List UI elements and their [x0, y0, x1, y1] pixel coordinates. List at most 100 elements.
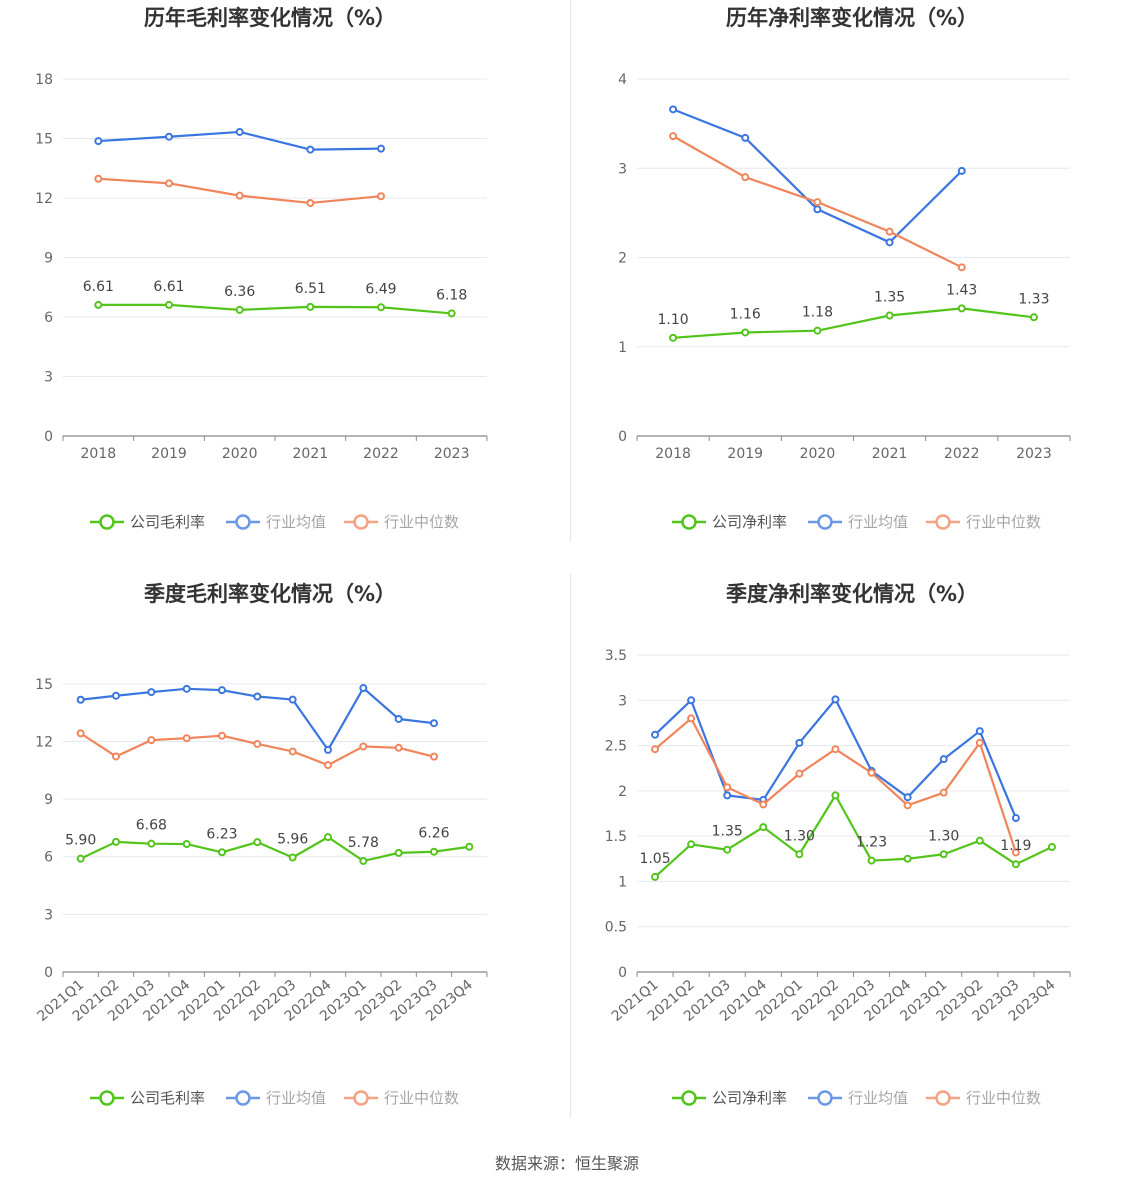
- data-point-company[interactable]: [235, 305, 244, 314]
- data-point-company[interactable]: [253, 838, 262, 847]
- data-point-company[interactable]: [394, 848, 403, 857]
- data-point-median[interactable]: [831, 745, 840, 754]
- data-point-avg[interactable]: [723, 791, 732, 800]
- data-point-median[interactable]: [939, 788, 948, 797]
- data-point-median[interactable]: [165, 179, 173, 188]
- data-point-median[interactable]: [288, 747, 297, 756]
- legend-item-median[interactable]: 行业中位数: [926, 1089, 1041, 1107]
- data-point-avg[interactable]: [885, 238, 894, 247]
- data-point-median[interactable]: [377, 192, 385, 201]
- legend-item-avg[interactable]: 行业均值: [808, 513, 908, 531]
- legend-item-company[interactable]: 公司毛利率: [90, 513, 205, 531]
- data-point-avg[interactable]: [651, 730, 660, 739]
- legend-item-avg[interactable]: 行业均值: [808, 1089, 908, 1107]
- legend[interactable]: 公司净利率 行业均值 行业中位数: [672, 513, 1041, 531]
- data-point-avg[interactable]: [147, 688, 156, 697]
- data-point-median[interactable]: [759, 800, 768, 809]
- data-point-company[interactable]: [1011, 860, 1020, 869]
- data-point-company[interactable]: [147, 839, 156, 848]
- data-point-avg[interactable]: [813, 205, 822, 214]
- data-point-avg[interactable]: [182, 684, 191, 693]
- data-point-avg[interactable]: [430, 719, 438, 728]
- data-point-avg[interactable]: [218, 686, 226, 695]
- data-point-company[interactable]: [112, 837, 120, 846]
- data-point-company[interactable]: [165, 300, 173, 309]
- data-point-avg[interactable]: [831, 695, 840, 704]
- data-point-company[interactable]: [377, 303, 385, 312]
- data-point-median[interactable]: [306, 198, 315, 207]
- data-point-company[interactable]: [975, 836, 984, 845]
- data-point-company[interactable]: [939, 850, 948, 859]
- data-point-median[interactable]: [112, 752, 120, 761]
- data-point-median[interactable]: [741, 173, 750, 182]
- data-point-company[interactable]: [359, 856, 368, 865]
- data-point-median[interactable]: [903, 801, 912, 810]
- data-point-company[interactable]: [723, 845, 732, 854]
- data-point-company[interactable]: [813, 326, 822, 335]
- data-point-median[interactable]: [218, 731, 226, 740]
- data-point-company[interactable]: [957, 304, 966, 313]
- data-point-company[interactable]: [324, 833, 332, 842]
- data-point-median[interactable]: [324, 761, 332, 770]
- data-point-avg[interactable]: [394, 714, 403, 723]
- legend-item-avg[interactable]: 行业均值: [226, 513, 326, 531]
- data-point-median[interactable]: [94, 174, 103, 183]
- data-point-avg[interactable]: [957, 166, 966, 175]
- data-point-median[interactable]: [182, 734, 191, 743]
- data-point-median[interactable]: [394, 743, 403, 752]
- data-point-avg[interactable]: [253, 692, 262, 701]
- data-point-company[interactable]: [831, 791, 840, 800]
- data-point-avg[interactable]: [669, 105, 678, 114]
- data-point-avg[interactable]: [377, 144, 385, 153]
- data-point-avg[interactable]: [235, 127, 244, 136]
- data-point-median[interactable]: [687, 714, 696, 723]
- data-point-avg[interactable]: [939, 755, 948, 764]
- data-point-company[interactable]: [430, 847, 438, 856]
- data-point-median[interactable]: [147, 736, 156, 745]
- data-point-company[interactable]: [687, 840, 696, 849]
- data-point-company[interactable]: [465, 842, 474, 851]
- data-point-avg[interactable]: [741, 133, 750, 142]
- data-point-avg[interactable]: [687, 696, 696, 705]
- legend-item-company[interactable]: 公司净利率: [672, 1089, 787, 1107]
- legend-item-median[interactable]: 行业中位数: [344, 513, 459, 531]
- data-point-company[interactable]: [759, 823, 768, 832]
- legend-item-company[interactable]: 公司毛利率: [90, 1089, 205, 1107]
- data-point-median[interactable]: [813, 198, 822, 207]
- data-point-company[interactable]: [76, 854, 85, 863]
- data-point-median[interactable]: [1011, 848, 1020, 857]
- data-point-avg[interactable]: [359, 684, 368, 693]
- data-point-company[interactable]: [669, 333, 678, 342]
- data-point-median[interactable]: [669, 132, 678, 141]
- data-point-median[interactable]: [76, 729, 85, 738]
- data-point-company[interactable]: [867, 856, 876, 865]
- data-point-company[interactable]: [741, 328, 750, 337]
- data-point-avg[interactable]: [306, 145, 315, 154]
- data-point-avg[interactable]: [324, 745, 332, 754]
- data-point-avg[interactable]: [975, 727, 984, 736]
- data-point-company[interactable]: [1029, 313, 1038, 322]
- data-point-median[interactable]: [975, 738, 984, 747]
- legend-item-company[interactable]: 公司净利率: [672, 513, 787, 531]
- data-point-company[interactable]: [288, 853, 297, 862]
- data-point-avg[interactable]: [112, 691, 120, 700]
- data-point-avg[interactable]: [288, 695, 297, 704]
- data-point-median[interactable]: [253, 739, 262, 748]
- data-point-median[interactable]: [430, 752, 438, 761]
- data-point-avg[interactable]: [76, 695, 85, 704]
- data-point-company[interactable]: [885, 311, 894, 320]
- data-point-median[interactable]: [867, 768, 876, 777]
- data-point-median[interactable]: [957, 263, 966, 272]
- data-point-avg[interactable]: [903, 793, 912, 802]
- data-point-company[interactable]: [1047, 843, 1056, 852]
- legend-item-median[interactable]: 行业中位数: [344, 1089, 459, 1107]
- data-point-median[interactable]: [795, 769, 804, 778]
- data-point-median[interactable]: [885, 227, 894, 236]
- legend[interactable]: 公司毛利率 行业均值 行业中位数: [90, 513, 459, 531]
- data-point-median[interactable]: [359, 742, 368, 751]
- legend-item-avg[interactable]: 行业均值: [226, 1089, 326, 1107]
- data-point-company[interactable]: [306, 302, 315, 311]
- data-point-company[interactable]: [651, 872, 660, 881]
- data-point-company[interactable]: [903, 854, 912, 863]
- data-point-median[interactable]: [235, 191, 244, 200]
